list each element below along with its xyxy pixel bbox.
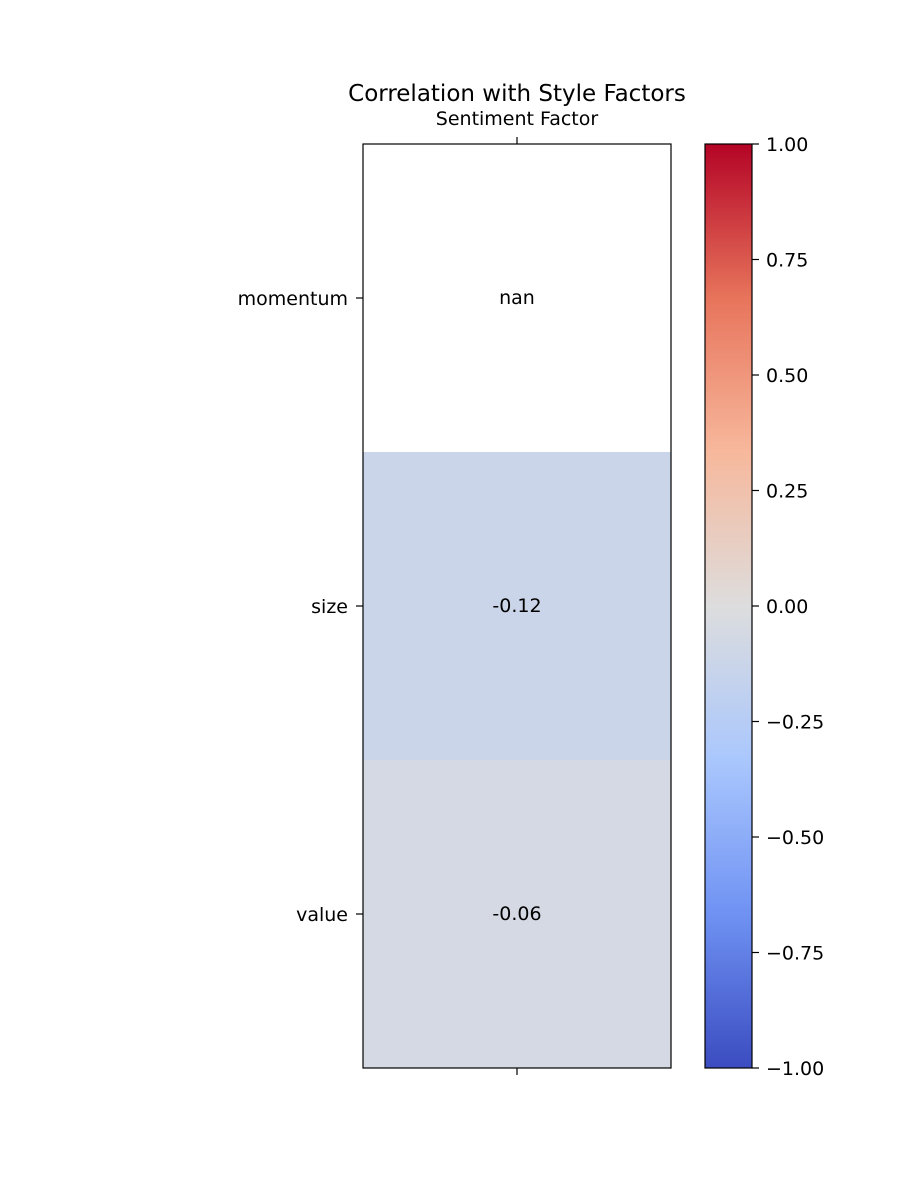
heatmap-cells — [363, 144, 671, 1068]
y-tick-label-momentum: momentum — [238, 288, 348, 310]
cell-label-size: -0.12 — [492, 595, 541, 617]
y-tick-label-value: value — [296, 904, 348, 926]
cell-label-value: -0.06 — [492, 903, 541, 925]
heatmap-cell-value — [363, 760, 671, 1068]
colorbar-tick-label: −0.25 — [766, 712, 824, 734]
colorbar-tick-label: 0.25 — [766, 481, 808, 503]
colorbar-tick-label: 0.50 — [766, 365, 808, 387]
colorbar-tick-label: −0.50 — [766, 827, 824, 849]
x-axis: Sentiment Factor — [436, 108, 599, 1075]
colorbar-axis: 1.00 0.75 0.50 0.25 0.00 −0.25 −0.50 −0.75 −1.00 — [752, 134, 824, 1080]
heatmap-cell-size — [363, 452, 671, 760]
colorbar-tick-label: 0.00 — [766, 596, 808, 618]
chart-title: Correlation with Style Factors — [348, 81, 686, 107]
y-axis: momentum size value — [238, 288, 363, 926]
cell-label-momentum: nan — [499, 287, 535, 309]
colorbar — [704, 143, 753, 1069]
colorbar-tick-label: 0.75 — [766, 250, 808, 272]
y-tick-label-size: size — [311, 596, 348, 618]
colorbar-tick-label: 1.00 — [766, 134, 808, 156]
heatmap-cell-momentum — [363, 144, 671, 452]
cell-labels: nan -0.12 -0.06 — [492, 287, 541, 925]
heatmap-frame — [362, 143, 672, 1069]
x-tick-label: Sentiment Factor — [436, 108, 599, 130]
colorbar-tick-label: −1.00 — [766, 1058, 824, 1080]
colorbar-tick-label: −0.75 — [766, 943, 824, 965]
